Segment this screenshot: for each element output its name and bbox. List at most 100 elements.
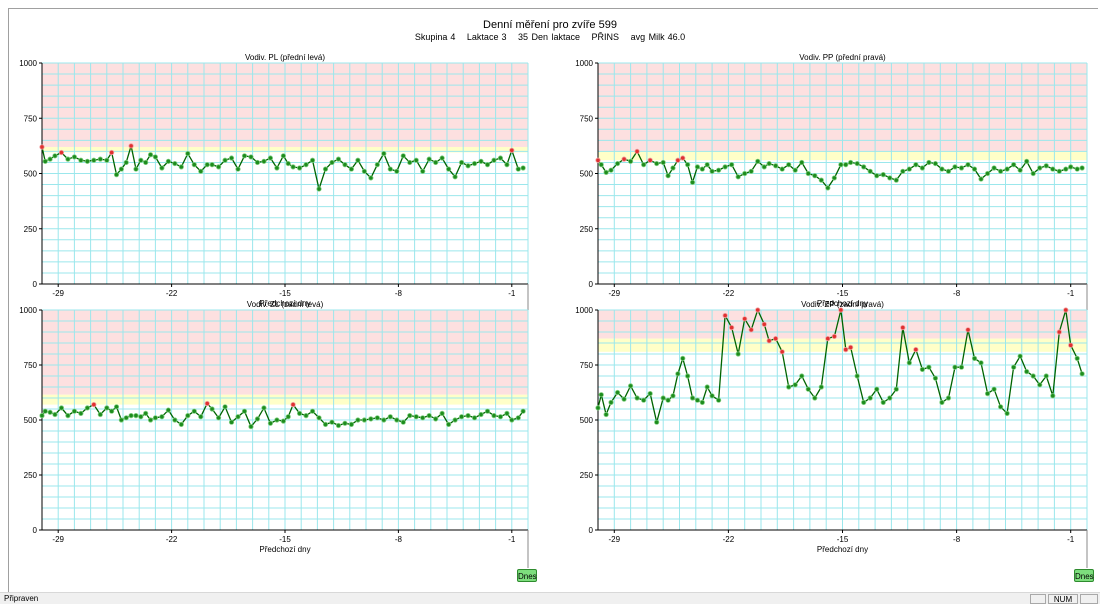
data-point-pp [716, 167, 722, 173]
panel-title-pp: Vodiv. PP (přední pravá) [799, 53, 886, 62]
data-point-zl [465, 412, 471, 419]
data-point-pp [614, 160, 621, 167]
data-point-pp [598, 162, 604, 168]
data-point-pp [704, 162, 710, 168]
avg-milk-label: avg Milk 46.0 [630, 32, 686, 42]
data-point-pp [755, 158, 761, 164]
data-point-pp [900, 168, 906, 174]
data-point-pl [84, 158, 90, 164]
data-point-zl [458, 414, 465, 420]
data-point-pl [280, 153, 286, 159]
data-point-pp [984, 170, 991, 177]
data-point-zp [971, 355, 978, 361]
data-point-zl [413, 414, 419, 420]
data-point-pp [939, 166, 945, 172]
data-point-zl [191, 408, 197, 414]
data-point-zp [722, 312, 728, 319]
data-point-pl [254, 159, 261, 166]
data-point-zl [104, 405, 110, 411]
status-pane-scroll [1080, 594, 1098, 604]
data-point-pl [368, 175, 374, 181]
data-point-pp [1056, 168, 1062, 174]
data-point-zl [504, 410, 510, 416]
x-tick-label-pp: -22 [723, 289, 735, 298]
data-point-zl [329, 419, 335, 425]
data-point-zl [113, 404, 120, 410]
x-tick-label-pp: -8 [953, 289, 961, 298]
data-point-pl [381, 151, 387, 157]
data-point-pp [779, 166, 785, 172]
data-point-pp [919, 165, 925, 171]
data-point-zp [926, 364, 932, 370]
data-point-pp [799, 159, 805, 166]
x-tick-label-zl: -29 [52, 535, 64, 544]
data-point-zp [699, 399, 705, 405]
data-point-pp [1024, 158, 1030, 164]
data-point-pl [152, 154, 158, 160]
y-tick-label-pp: 750 [580, 114, 594, 123]
data-point-pp [603, 169, 609, 175]
data-point-pl [198, 168, 204, 174]
data-point-pp [1050, 166, 1056, 172]
data-point-zp [854, 373, 860, 379]
data-point-pp [1030, 170, 1036, 177]
data-point-pl [209, 162, 215, 168]
data-point-pl [335, 156, 342, 162]
x-tick-label-pl: -22 [166, 289, 178, 298]
data-point-pl [133, 166, 139, 172]
data-point-pp [887, 175, 893, 181]
data-point-zl [348, 421, 355, 427]
data-point-zp [792, 382, 798, 388]
data-point-zp [805, 386, 811, 392]
data-point-zp [694, 397, 701, 403]
data-point-zl [91, 401, 97, 408]
data-point-zp [1056, 329, 1062, 335]
data-point-zp [1017, 353, 1023, 359]
data-point-pp [893, 177, 899, 183]
x-tick-label-zp: -8 [953, 535, 961, 544]
data-point-pl [322, 166, 329, 172]
data-point-pp [634, 148, 640, 154]
data-point-zp [812, 395, 818, 401]
y-tick-label-zp: 250 [580, 471, 594, 480]
data-point-zl [520, 408, 526, 414]
data-point-pp [641, 162, 647, 168]
data-point-zl [267, 420, 274, 426]
status-pane-num: NUM [1048, 594, 1078, 604]
data-point-pp [854, 160, 860, 167]
status-text: Připraven [4, 594, 39, 603]
data-point-pp [945, 168, 952, 174]
data-point-zl [235, 414, 241, 420]
data-point-pp [978, 176, 984, 182]
x-tick-label-pl: -1 [508, 289, 516, 298]
data-point-zl [335, 422, 342, 429]
data-point-zp [704, 384, 710, 390]
data-point-zl [58, 405, 65, 411]
data-point-pl [394, 168, 400, 174]
data-point-zl [97, 411, 103, 418]
data-point-pp [735, 174, 741, 180]
data-point-zl [515, 415, 521, 421]
lactation-label: Laktace 3 [466, 32, 507, 42]
data-point-zp [1024, 368, 1030, 375]
data-point-zp [1037, 382, 1043, 388]
data-point-pl [285, 160, 291, 167]
y-tick-label-zp: 1000 [575, 306, 593, 315]
data-point-zp [1050, 393, 1056, 399]
data-point-pl [261, 158, 267, 164]
x-tick-label-pp: -29 [609, 289, 621, 298]
data-point-pp [952, 164, 958, 170]
data-point-zl [285, 414, 291, 420]
x-tick-label-zp: -22 [723, 535, 735, 544]
today-button-left[interactable]: Dnes [517, 569, 537, 582]
data-point-zl [143, 410, 149, 416]
data-point-pp [1004, 166, 1010, 172]
data-point-pp [685, 162, 691, 168]
x-tick-label-zp: -29 [609, 535, 621, 544]
data-point-pl [471, 160, 478, 167]
data-point-pl [109, 149, 115, 156]
data-point-zp [978, 360, 984, 366]
data-point-zp [906, 360, 912, 366]
data-point-pl [413, 157, 419, 163]
today-button-right[interactable]: Dnes [1074, 569, 1094, 582]
